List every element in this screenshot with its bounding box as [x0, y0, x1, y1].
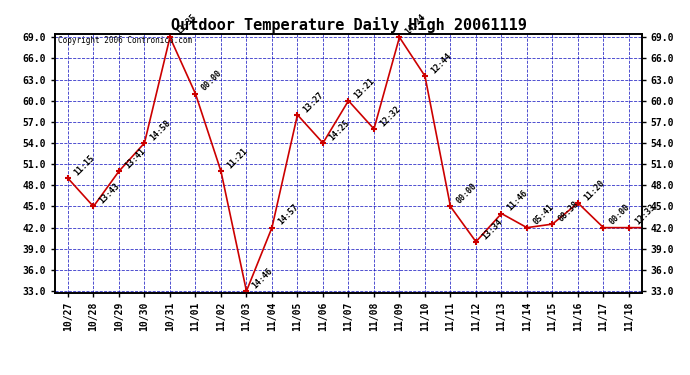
Text: 08:38: 08:38	[557, 199, 581, 223]
Text: 12:33: 12:33	[633, 203, 657, 227]
Title: Outdoor Temperature Daily High 20061119: Outdoor Temperature Daily High 20061119	[170, 16, 526, 33]
Text: 14:25: 14:25	[327, 118, 351, 142]
Text: 13:48: 13:48	[0, 374, 1, 375]
Text: 13:34: 13:34	[480, 217, 504, 241]
Text: 13:41: 13:41	[123, 146, 147, 171]
Text: 12:32: 12:32	[378, 104, 402, 128]
Text: 13:27: 13:27	[302, 90, 326, 114]
Text: 11:15: 11:15	[72, 153, 96, 177]
Text: 11:21: 11:21	[225, 146, 249, 171]
Text: Copyright 2006 Contronico.com: Copyright 2006 Contronico.com	[58, 36, 193, 45]
Text: 14:24: 14:24	[404, 12, 428, 36]
Text: 11:46: 11:46	[506, 189, 530, 213]
Text: 14:46: 14:46	[250, 266, 275, 290]
Text: 13:43: 13:43	[97, 182, 121, 206]
Text: 11:20: 11:20	[582, 178, 606, 202]
Text: 00:00: 00:00	[455, 182, 479, 206]
Text: 00:00: 00:00	[608, 203, 631, 227]
Text: 13:21: 13:21	[353, 76, 377, 100]
Text: 12:44: 12:44	[429, 51, 453, 75]
Text: 05:41: 05:41	[531, 203, 555, 227]
Text: 14:57: 14:57	[276, 203, 300, 227]
Text: 14:58: 14:58	[148, 118, 172, 142]
Text: 13:35: 13:35	[174, 12, 198, 36]
Text: 00:00: 00:00	[199, 69, 224, 93]
